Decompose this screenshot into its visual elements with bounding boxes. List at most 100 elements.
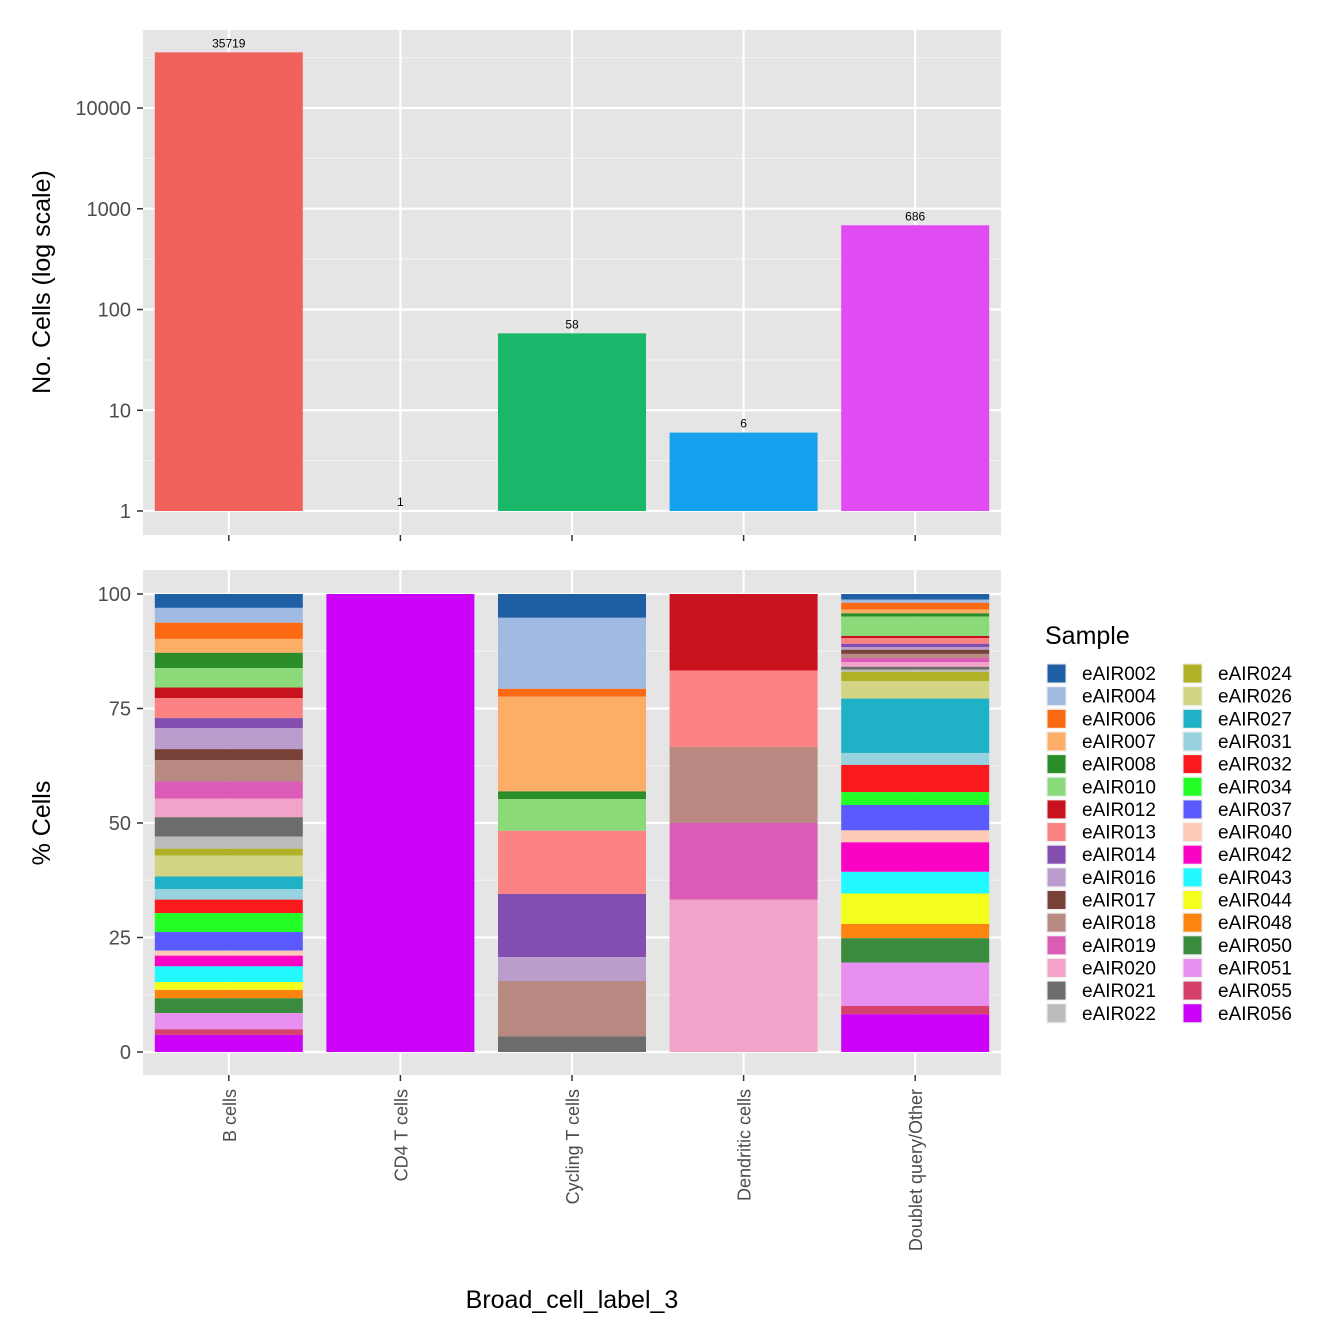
legend-item-eair042: eAIR042 [1182, 844, 1292, 866]
legend-item-eair007: eAIR007 [1046, 730, 1156, 753]
x-tick-label-b-cells: B cells [220, 1089, 240, 1142]
segment-doublet-query-other-eair055 [841, 1005, 990, 1015]
legend-swatch [1183, 845, 1202, 864]
legend-item-eair031: eAIR031 [1182, 730, 1292, 753]
segment-cycling-t-cells-eair016 [498, 957, 646, 982]
legend-label: eAIR024 [1218, 664, 1292, 685]
segment-b-cells-eair031 [154, 888, 303, 900]
top-y-axis-label: No. Cells (log scale) [28, 170, 56, 394]
segment-b-cells-eair040 [154, 950, 303, 956]
legend-swatch [1047, 913, 1066, 932]
legend-swatch [1047, 709, 1066, 728]
legend-item-eair021: eAIR021 [1046, 980, 1156, 1002]
stack-cycling-t-cells [498, 594, 646, 1052]
segment-doublet-query-other-eair012 [841, 635, 990, 639]
segment-b-cells-eair055 [154, 1029, 303, 1035]
legend-item-eair043: eAIR043 [1182, 866, 1292, 889]
stack-dendritic-cells [669, 594, 818, 1052]
legend-item-eair010: eAIR010 [1046, 776, 1156, 798]
legend-item-eair026: eAIR026 [1182, 685, 1292, 708]
top-y-tick-label: 100 [98, 300, 131, 322]
segment-doublet-query-other-eair024 [841, 671, 990, 682]
legend-swatch [1047, 1004, 1066, 1023]
bottom-stacked-bars [154, 594, 990, 1052]
legend-item-eair020: eAIR020 [1046, 957, 1156, 979]
bottom-y-tick-label: 25 [109, 928, 131, 950]
legend-label: eAIR008 [1082, 755, 1156, 776]
segment-cycling-t-cells-eair008 [498, 791, 646, 800]
legend-title: Sample [1045, 622, 1130, 650]
x-axis-label: Broad_cell_label_3 [466, 1286, 679, 1314]
segment-doublet-query-other-eair022 [841, 669, 990, 672]
top-bar-labels: 35719 1 58 6 686 [212, 36, 925, 509]
legend-label: eAIR048 [1218, 913, 1292, 934]
bar-doublet-query-other [841, 225, 990, 511]
legend-swatch [1047, 891, 1066, 909]
legend-swatch [1183, 664, 1202, 683]
legend-item-eair027: eAIR027 [1182, 708, 1292, 730]
segment-doublet-query-other-eair034 [841, 792, 990, 806]
segment-b-cells-eair018 [154, 760, 303, 782]
legend-swatch [1183, 709, 1202, 728]
legend-label: eAIR013 [1082, 823, 1156, 844]
legend-swatch [1047, 664, 1066, 683]
legend-label: eAIR004 [1082, 687, 1156, 708]
segment-doublet-query-other-eair056 [841, 1014, 990, 1052]
top-y-tick-label: 1000 [87, 199, 132, 221]
segment-doublet-query-other-eair026 [841, 681, 990, 699]
legend-label: eAIR018 [1082, 913, 1156, 934]
legend-label: eAIR032 [1218, 755, 1292, 776]
segment-dendritic-cells-eair019 [669, 823, 818, 900]
legend-label: eAIR022 [1082, 1004, 1156, 1025]
segment-b-cells-eair044 [154, 982, 303, 990]
legend-swatch [1047, 755, 1066, 774]
segment-b-cells-eair021 [154, 817, 303, 837]
segment-b-cells-eair007 [154, 638, 303, 653]
legend-item-eair037: eAIR037 [1182, 798, 1292, 821]
x-axis: B cells CD4 T cells Cycling T cells Dendrit… [220, 1075, 926, 1251]
segment-cycling-t-cells-eair021 [498, 1036, 646, 1052]
segment-b-cells-eair014 [154, 718, 303, 729]
legend-swatch [1047, 936, 1066, 955]
legend-swatch [1183, 981, 1202, 1000]
legend-item-eair016: eAIR016 [1046, 866, 1156, 889]
legend-item-eair019: eAIR019 [1046, 934, 1156, 957]
bar-cycling-t-cells [498, 333, 646, 511]
legend-items: eAIR002eAIR004eAIR006eAIR007eAIR008eAIR0… [1046, 663, 1292, 1025]
legend: Sample eAIR002eAIR004eAIR006eAIR007eAIR0… [1045, 622, 1292, 1025]
segment-cycling-t-cells-eair007 [498, 696, 646, 792]
legend-item-eair056: eAIR056 [1182, 1002, 1292, 1025]
segment-doublet-query-other-eair043 [841, 871, 990, 894]
legend-item-eair055: eAIR055 [1182, 980, 1292, 1002]
legend-label: eAIR006 [1082, 709, 1156, 730]
legend-swatch [1047, 868, 1066, 887]
segment-b-cells-eair026 [154, 855, 303, 877]
bar-dendritic-cells [669, 432, 818, 511]
legend-label: eAIR042 [1218, 845, 1292, 866]
segment-b-cells-eair043 [154, 966, 303, 983]
legend-swatch [1047, 732, 1066, 751]
x-tick-label-dendritic-cells: Dendritic cells [735, 1089, 755, 1201]
segment-doublet-query-other-eair027 [841, 698, 990, 753]
legend-swatch [1047, 981, 1066, 1000]
legend-label: eAIR020 [1082, 958, 1156, 979]
bottom-y-tick-label: 0 [120, 1042, 131, 1064]
bottom-y-tick-label: 75 [109, 699, 131, 721]
segment-dendritic-cells-eair018 [669, 746, 818, 823]
top-panel: 35719 1 58 6 686 1 10 100 1000 10000 No. Cells (… [28, 30, 1001, 541]
segment-doublet-query-other-eair006 [841, 602, 990, 610]
legend-swatch [1183, 868, 1202, 887]
segment-doublet-query-other-eair020 [841, 662, 990, 667]
segment-doublet-query-other-eair050 [841, 938, 990, 963]
segment-doublet-query-other-eair008 [841, 613, 990, 617]
segment-doublet-query-other-eair013 [841, 638, 990, 644]
legend-label: eAIR050 [1218, 936, 1292, 957]
legend-swatch [1183, 936, 1202, 955]
segment-doublet-query-other-eair017 [841, 649, 990, 654]
segment-cycling-t-cells-eair013 [498, 830, 646, 894]
legend-label: eAIR007 [1082, 732, 1156, 753]
legend-item-eair002: eAIR002 [1046, 663, 1156, 685]
legend-swatch [1183, 823, 1202, 842]
legend-swatch [1047, 823, 1066, 842]
